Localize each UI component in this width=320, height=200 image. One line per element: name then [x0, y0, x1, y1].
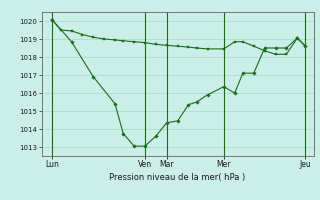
X-axis label: Pression niveau de la mer( hPa ): Pression niveau de la mer( hPa ) [109, 173, 246, 182]
